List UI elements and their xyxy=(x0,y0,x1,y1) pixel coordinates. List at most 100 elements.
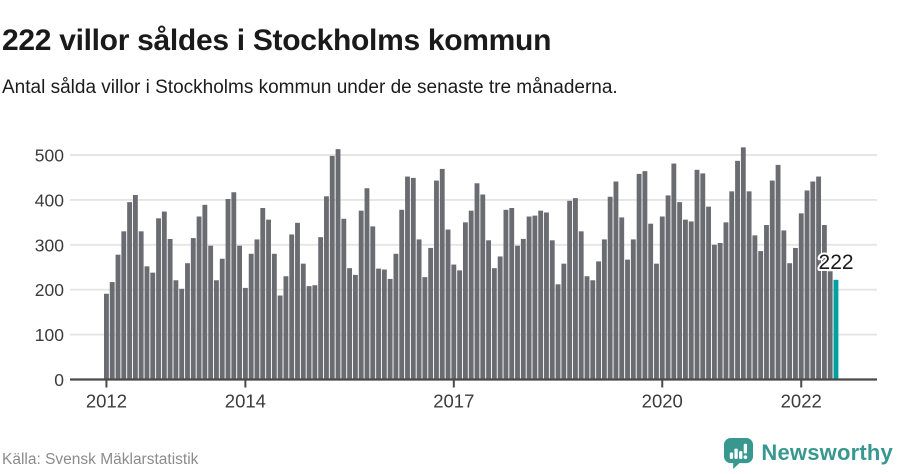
bar xyxy=(179,288,185,380)
svg-text:500: 500 xyxy=(35,146,64,166)
bar xyxy=(445,229,451,380)
brand-logo: Newsworthy xyxy=(723,437,893,469)
bar xyxy=(538,210,544,380)
bar xyxy=(781,230,787,380)
bar xyxy=(740,147,746,380)
bar xyxy=(810,181,816,380)
bar xyxy=(416,239,422,380)
bar xyxy=(271,253,277,380)
bar xyxy=(156,218,161,380)
bar xyxy=(503,209,509,380)
bar xyxy=(266,219,271,380)
bar xyxy=(555,284,561,380)
bar xyxy=(370,226,376,380)
bar xyxy=(711,244,717,380)
bar xyxy=(567,200,573,380)
bar xyxy=(758,251,764,380)
bar xyxy=(723,222,729,380)
bar xyxy=(497,256,503,380)
bar xyxy=(625,259,630,380)
svg-text:400: 400 xyxy=(35,190,64,210)
bar xyxy=(161,211,167,380)
bar xyxy=(509,207,515,380)
axes: 0 100 200 300 400 500 2012 2014 2017 2020 2022 xyxy=(35,146,877,412)
bar xyxy=(729,191,735,380)
bar xyxy=(544,212,549,380)
bar xyxy=(561,263,567,380)
bar xyxy=(787,263,793,380)
bar xyxy=(393,253,399,380)
sales-bar-chart: 0 100 200 300 400 500 2012 2014 2017 2020 2022 222 xyxy=(35,146,877,412)
bar xyxy=(428,247,434,380)
bar xyxy=(150,272,156,380)
bar xyxy=(399,209,405,380)
svg-text:100: 100 xyxy=(35,325,64,345)
bar xyxy=(289,234,295,380)
bar xyxy=(798,213,804,380)
bar xyxy=(225,199,231,380)
bar xyxy=(335,149,341,380)
bar xyxy=(341,218,347,380)
bar xyxy=(457,270,463,380)
bar xyxy=(318,237,324,380)
bar xyxy=(324,196,329,380)
bar xyxy=(590,280,596,380)
bar xyxy=(607,196,613,380)
bar xyxy=(520,238,526,380)
bar xyxy=(578,231,584,380)
bar xyxy=(347,268,353,380)
page-subtitle: Antal sålda villor i Stockholms kommun u… xyxy=(2,77,618,98)
bar xyxy=(769,180,775,380)
bar xyxy=(358,210,364,380)
bar xyxy=(752,235,758,380)
svg-text:0: 0 xyxy=(54,370,64,390)
bar xyxy=(746,191,752,380)
bar xyxy=(202,204,208,380)
bar xyxy=(312,285,318,380)
bar xyxy=(526,216,532,380)
bar xyxy=(254,239,260,380)
last-value-annotation: 222 xyxy=(819,251,854,274)
bar xyxy=(132,194,138,380)
bar xyxy=(677,202,683,380)
bar xyxy=(462,222,468,380)
bar xyxy=(364,188,370,380)
bar xyxy=(775,164,781,380)
bar xyxy=(532,215,538,380)
bar xyxy=(208,245,214,380)
bar xyxy=(231,192,237,380)
bar xyxy=(515,245,520,380)
bar xyxy=(706,206,712,380)
bar xyxy=(654,263,659,380)
bar xyxy=(214,280,219,380)
bar xyxy=(688,221,694,380)
bar xyxy=(434,180,439,380)
bar xyxy=(584,276,590,380)
svg-text:2020: 2020 xyxy=(642,391,683,412)
bar xyxy=(596,261,601,380)
bar xyxy=(549,240,555,380)
bar xyxy=(683,219,688,380)
bar xyxy=(237,245,243,380)
bar xyxy=(764,225,769,380)
bar xyxy=(109,282,115,380)
bar xyxy=(115,254,121,380)
bar xyxy=(283,276,289,380)
source-note: Källa: Svensk Mäklarstatistik xyxy=(2,451,199,468)
bar xyxy=(480,194,486,380)
bar xyxy=(138,231,144,380)
bar xyxy=(248,253,254,380)
page-title: 222 villor såldes i Stockholms kommun xyxy=(2,24,552,58)
svg-text:2022: 2022 xyxy=(781,391,822,412)
bar xyxy=(260,207,266,380)
bar xyxy=(468,210,474,380)
svg-text:2014: 2014 xyxy=(225,391,266,412)
bar xyxy=(671,163,677,380)
bar xyxy=(127,202,133,380)
bar xyxy=(121,231,127,380)
brand-name: Newsworthy xyxy=(761,440,893,465)
bar xyxy=(619,217,625,380)
bar xyxy=(642,171,648,380)
bar xyxy=(167,238,173,380)
